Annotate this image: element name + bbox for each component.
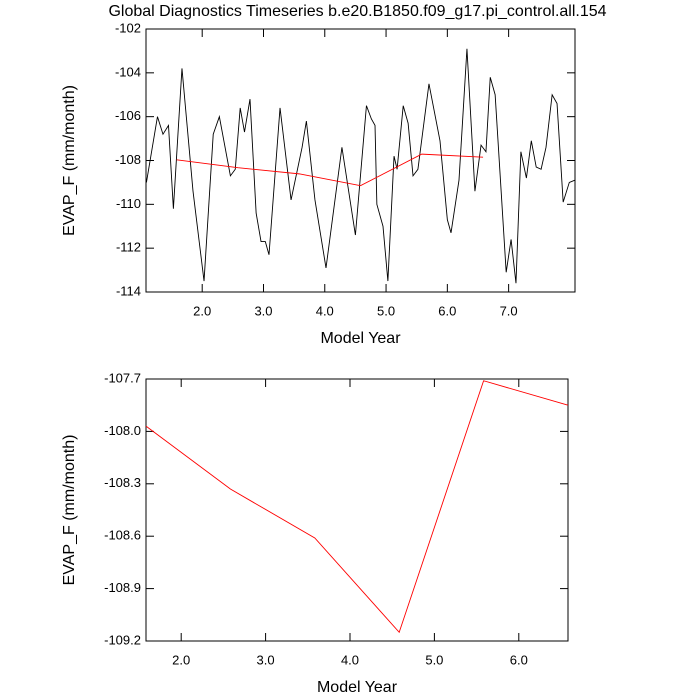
x-tick-label: 3.0 xyxy=(254,303,272,318)
x-tick-label: 3.0 xyxy=(257,652,275,667)
x-tick-label: 2.0 xyxy=(172,652,190,667)
y-tick-label: -108.0 xyxy=(104,423,141,438)
x-axis-label: Model Year xyxy=(320,330,401,347)
y-tick-label: -110 xyxy=(116,196,141,211)
y-tick-label: -106 xyxy=(115,108,141,123)
x-tick-label: 2.0 xyxy=(193,303,211,318)
y-tick-label: -104 xyxy=(115,64,141,79)
x-tick-label: 4.0 xyxy=(341,652,359,667)
y-tick-label: -108 xyxy=(115,152,141,167)
y-tick-label: -107.7 xyxy=(104,370,141,385)
y-tick-label: -114 xyxy=(116,283,141,298)
y-tick-label: -109.2 xyxy=(104,632,141,647)
x-axis-label: Model Year xyxy=(317,679,398,696)
chart-title: Global Diagnostics Timeseries b.e20.B185… xyxy=(108,3,606,20)
y-tick-label: -108.6 xyxy=(104,528,141,543)
y-tick-label: -108.3 xyxy=(104,475,141,490)
x-tick-label: 6.0 xyxy=(510,652,528,667)
y-axis-label: EVAP_F (mm/month) xyxy=(61,85,78,236)
plot-frame xyxy=(145,378,569,642)
x-tick-label: 5.0 xyxy=(425,652,443,667)
y-tick-label: -112 xyxy=(116,240,141,255)
y-tick-label: -108.9 xyxy=(104,580,141,595)
plot-frame xyxy=(145,28,576,293)
data-line xyxy=(145,48,575,284)
y-axis-label: EVAP_F (mm/month) xyxy=(61,435,78,586)
y-tick-label: -102 xyxy=(115,20,141,35)
x-tick-label: 7.0 xyxy=(500,303,518,318)
data-line xyxy=(176,153,484,187)
x-tick-label: 6.0 xyxy=(438,303,456,318)
x-tick-label: 4.0 xyxy=(316,303,334,318)
data-line xyxy=(145,380,569,634)
x-tick-label: 5.0 xyxy=(377,303,395,318)
